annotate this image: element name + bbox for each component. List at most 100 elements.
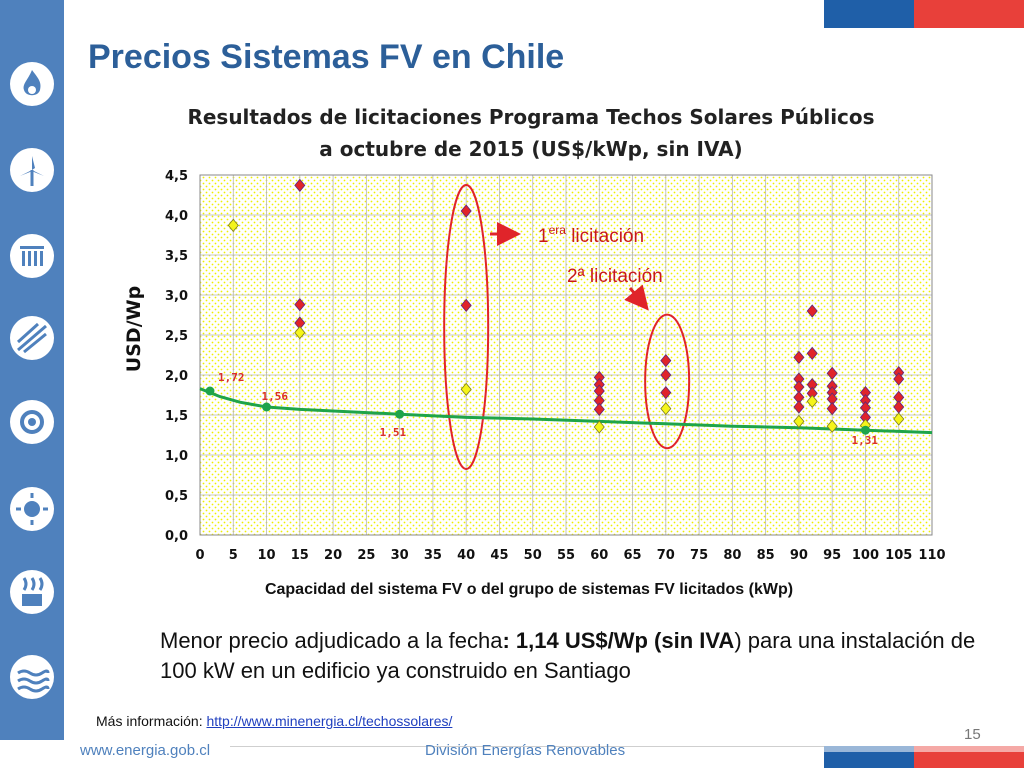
green-point (395, 409, 405, 419)
x-tick-label: 40 (457, 548, 475, 563)
page-number: 15 (964, 726, 981, 743)
green-point (262, 402, 272, 412)
x-tick-label: 20 (324, 548, 342, 563)
flag-blue-band (824, 0, 914, 28)
x-tick-label: 110 (918, 548, 945, 563)
red-point (826, 366, 838, 381)
green-point (860, 425, 870, 435)
red-point (826, 401, 838, 416)
x-tick-label: 55 (557, 548, 575, 563)
x-tick-label: 105 (885, 548, 912, 563)
y-tick-label: 3,5 (165, 249, 188, 264)
x-tick-label: 0 (195, 548, 204, 563)
red-point (660, 368, 672, 382)
footer-website: www.energia.gob.cl (80, 742, 211, 759)
x-tick-label: 65 (623, 548, 641, 563)
x-tick-label: 85 (757, 548, 775, 563)
flame-icon (10, 62, 54, 106)
data-label: 1,51 (380, 426, 407, 439)
yellow-point (593, 420, 605, 434)
y-tick-label: 4,0 (165, 209, 188, 224)
yellow-point (793, 414, 805, 429)
red-point (893, 372, 905, 386)
power-line-icon (10, 316, 54, 360)
wind-turbine-icon (10, 148, 54, 192)
first-round-annotation: 1era licitación (538, 223, 644, 247)
red-point (294, 297, 306, 312)
y-tick-label: 1,0 (165, 449, 188, 464)
x-tick-label: 45 (490, 548, 508, 563)
x-tick-label: 25 (357, 548, 375, 563)
geothermal-icon (10, 570, 54, 614)
flag-top-decoration (824, 0, 1024, 28)
x-tick-label: 35 (424, 548, 442, 563)
first-round-ellipse (443, 184, 490, 470)
y-tick-label: 2,5 (165, 329, 188, 344)
red-point (793, 350, 805, 365)
price-note: Menor precio adjudicado a la fecha: 1,14… (160, 626, 980, 686)
x-tick-label: 80 (723, 548, 741, 563)
footer-division: División Energías Renovables (425, 742, 626, 759)
red-point (460, 204, 472, 218)
x-tick-label: 5 (229, 548, 238, 563)
red-point (593, 402, 605, 417)
x-tick-label: 50 (524, 548, 542, 563)
price-note-text-2: ) para una instalación de 100 kW en un e… (160, 628, 976, 683)
x-tick-label: 70 (657, 548, 675, 563)
second-round-arrow (624, 284, 649, 311)
y-tick-label: 0,0 (165, 529, 188, 544)
data-label: 1,72 (218, 371, 245, 384)
chart-title-line-2: a octubre de 2015 (US$/kWp, sin IVA) (319, 137, 742, 161)
x-tick-label: 30 (391, 548, 409, 563)
yellow-point (227, 218, 239, 233)
y-tick-label: 1,5 (165, 409, 188, 424)
slide-title: Precios Sistemas FV en Chile (88, 38, 565, 76)
flag-bottom-stripe (824, 746, 1024, 752)
x-tick-label: 15 (291, 548, 309, 563)
x-tick-label: 100 (852, 548, 879, 563)
red-point (660, 353, 672, 368)
red-point (806, 346, 818, 361)
more-info-label: Más información: (96, 713, 207, 729)
flag-bottom-decoration (824, 746, 1024, 768)
x-tick-label: 10 (257, 548, 275, 563)
columns-icon (10, 234, 54, 278)
x-tick-label: 95 (823, 548, 841, 563)
red-point (294, 178, 306, 193)
scatter-chart: Resultados de licitaciones Programa Tech… (123, 105, 946, 598)
red-point (460, 298, 472, 313)
water-wave-icon (10, 655, 54, 699)
more-info-link[interactable]: http://www.minenergia.cl/techossolares/ (206, 713, 453, 729)
red-point (806, 304, 818, 318)
price-note-bold: : 1,14 US$/Wp (sin IVA (502, 628, 735, 653)
yellow-point (294, 325, 306, 340)
more-info: Más información: http://www.minenergia.c… (96, 713, 452, 729)
trend-line (199, 387, 933, 435)
y-axis-label: USD/Wp (123, 286, 145, 372)
price-note-text-1: Menor precio adjudicado a la fecha (160, 628, 503, 653)
yellow-point (806, 394, 818, 409)
x-tick-label: 90 (790, 548, 808, 563)
green-point (205, 386, 215, 396)
data-label: 1,56 (262, 390, 289, 403)
chart-title-line-1: Resultados de licitaciones Programa Tech… (187, 105, 874, 129)
second-round-ellipse (644, 313, 691, 450)
sun-icon (10, 487, 54, 531)
sidebar (0, 0, 64, 740)
data-label: 1,31 (851, 434, 878, 447)
second-round-annotation: 2ª licitación (567, 266, 663, 287)
yellow-point (660, 401, 672, 416)
plot-border (199, 174, 933, 536)
x-tick-label: 60 (590, 548, 608, 563)
flag-red-band (914, 0, 1024, 28)
footer-divider (230, 746, 990, 747)
red-point (660, 385, 672, 400)
sun-cycle-icon (10, 400, 54, 444)
y-tick-label: 2,0 (165, 369, 188, 384)
y-tick-label: 0,5 (165, 489, 188, 504)
yellow-point (893, 412, 905, 426)
red-point (793, 400, 805, 414)
y-tick-label: 3,0 (165, 289, 188, 304)
x-axis-label: Capacidad del sistema FV o del grupo de … (265, 581, 793, 598)
yellow-point (460, 382, 472, 397)
